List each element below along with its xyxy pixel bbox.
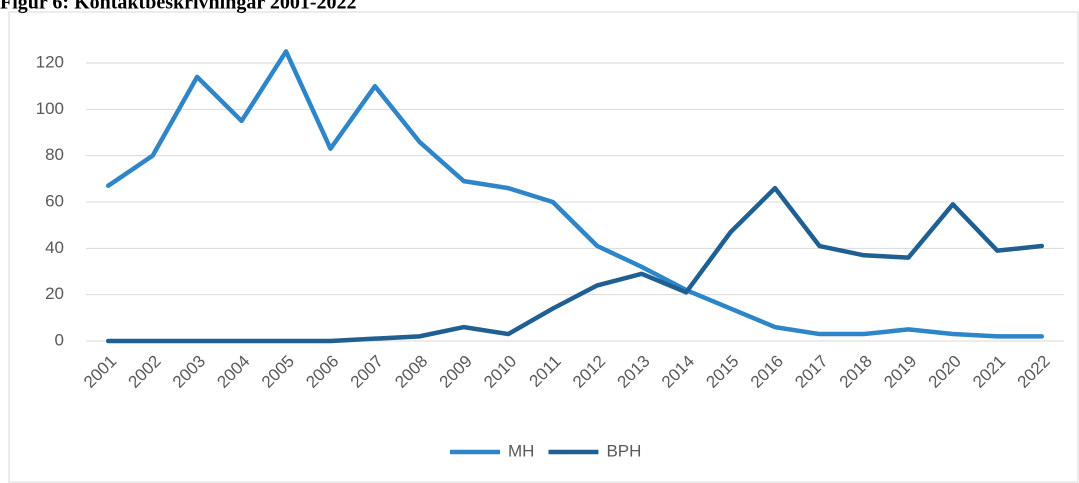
x-tick-label: 2006 bbox=[302, 352, 342, 392]
y-tick-label: 100 bbox=[36, 99, 64, 118]
x-tick-label: 2001 bbox=[80, 352, 120, 392]
series-line bbox=[105, 49, 1045, 339]
y-tick-label: 40 bbox=[45, 238, 64, 257]
y-tick-label: 20 bbox=[45, 284, 64, 303]
x-tick-label: 2020 bbox=[925, 352, 965, 392]
x-tick-label: 2017 bbox=[791, 352, 831, 392]
x-tick-label: 2002 bbox=[124, 352, 164, 392]
x-tick-label: 2021 bbox=[969, 352, 1009, 392]
legend-label: MH bbox=[508, 441, 534, 460]
x-tick-label: 2011 bbox=[525, 352, 564, 391]
x-tick-label: 2009 bbox=[436, 352, 476, 392]
x-tick-label: 2015 bbox=[702, 352, 742, 392]
x-tick-label: 2007 bbox=[347, 352, 387, 392]
x-tick-label: 2010 bbox=[480, 352, 520, 392]
y-tick-label: 0 bbox=[55, 330, 64, 349]
x-tick-label: 2016 bbox=[747, 352, 787, 392]
x-tick-label: 2022 bbox=[1014, 352, 1054, 392]
x-tick-label: 2018 bbox=[836, 352, 876, 392]
x-tick-label: 2014 bbox=[658, 352, 698, 392]
x-tick-label: 2005 bbox=[258, 352, 298, 392]
series-line bbox=[105, 185, 1045, 344]
x-tick-label: 2003 bbox=[169, 352, 209, 392]
y-tick-label: 80 bbox=[45, 145, 64, 164]
chart-frame bbox=[8, 11, 1079, 483]
x-tick-label: 2012 bbox=[569, 352, 609, 392]
x-tick-label: 2013 bbox=[613, 352, 653, 392]
legend-label: BPH bbox=[606, 441, 641, 460]
x-tick-label: 2008 bbox=[391, 352, 431, 392]
x-tick-label: 2004 bbox=[213, 352, 253, 392]
x-tick-label: 2019 bbox=[880, 352, 920, 392]
chart-title: Figur 6: Kontaktbeskrivningar 2001-2022 bbox=[0, 0, 357, 14]
y-tick-label: 60 bbox=[45, 191, 64, 210]
y-tick-label: 120 bbox=[36, 52, 64, 71]
